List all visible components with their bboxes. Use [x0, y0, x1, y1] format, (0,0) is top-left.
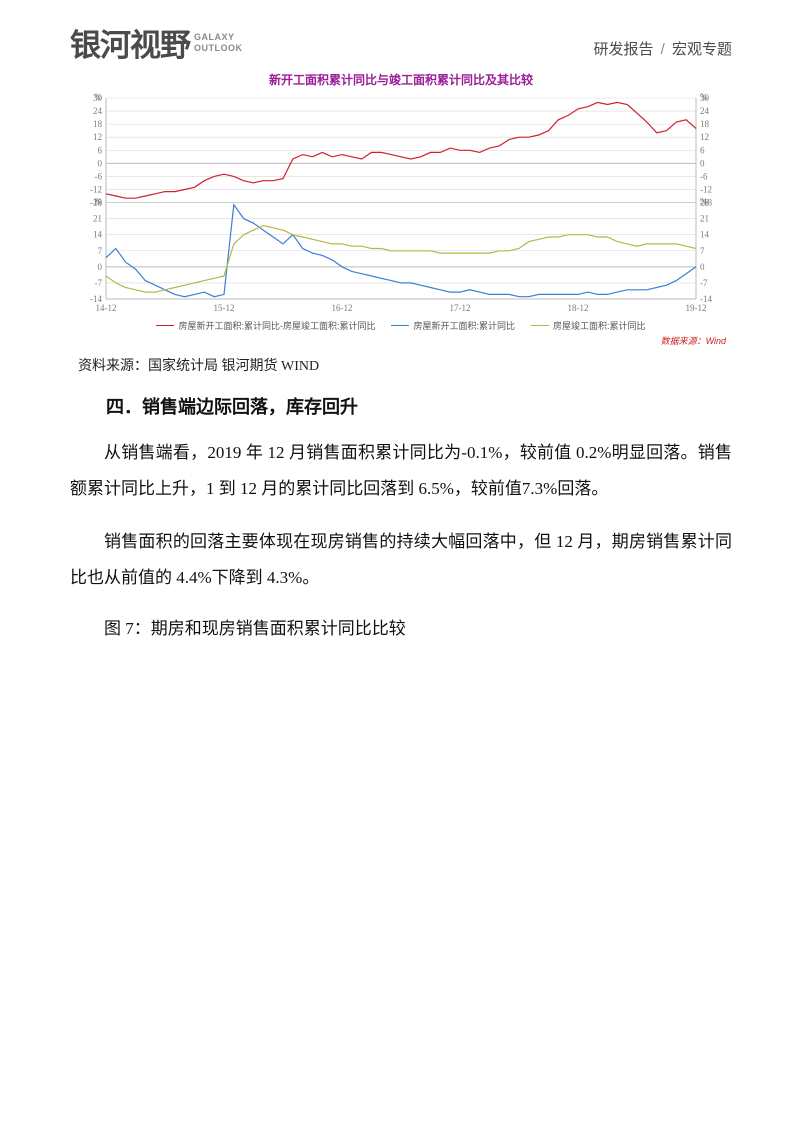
svg-text:24: 24: [700, 106, 710, 116]
svg-text:-7: -7: [700, 278, 708, 288]
logo-en-top: GALAXY: [194, 32, 243, 43]
chart-data-source: 数据来源：Wind: [70, 334, 732, 347]
logo-en-block: GALAXY OUTLOOK: [194, 30, 243, 54]
svg-text:-6: -6: [95, 171, 103, 181]
chart-legend: 房屋新开工面积:累计同比-房屋竣工面积:累计同比 房屋新开工面积:累计同比 房屋竣工…: [70, 319, 732, 332]
svg-text:%: %: [95, 92, 103, 102]
svg-text:%: %: [700, 92, 708, 102]
svg-text:%: %: [700, 197, 708, 207]
svg-text:0: 0: [98, 262, 103, 272]
legend-item: 房屋竣工面积:累计同比: [531, 319, 646, 332]
svg-text:21: 21: [93, 214, 102, 224]
legend-swatch: [531, 325, 549, 326]
svg-text:0: 0: [98, 158, 103, 168]
svg-text:0: 0: [700, 262, 705, 272]
svg-text:-7: -7: [95, 278, 103, 288]
svg-text:17-12: 17-12: [450, 303, 471, 313]
section-heading-4: 四．销售端边际回落，库存回升: [70, 393, 732, 419]
svg-text:14: 14: [93, 230, 103, 240]
svg-text:12: 12: [700, 132, 709, 142]
page-header: 银河视野 GALAXY OUTLOOK 研发报告 / 宏观专题: [70, 30, 732, 61]
svg-text:%: %: [95, 197, 103, 207]
svg-text:18: 18: [93, 119, 103, 129]
header-right-a: 研发报告: [593, 41, 653, 58]
svg-text:18-12: 18-12: [568, 303, 589, 313]
svg-text:6: 6: [700, 145, 705, 155]
legend-swatch: [156, 325, 174, 326]
svg-text:18: 18: [700, 119, 710, 129]
svg-text:19-12: 19-12: [686, 303, 707, 313]
header-right: 研发报告 / 宏观专题: [593, 30, 732, 59]
svg-text:7: 7: [98, 246, 103, 256]
legend-label: 房屋竣工面积:累计同比: [553, 319, 646, 332]
svg-text:24: 24: [93, 106, 103, 116]
chart-container: 新开工面积累计同比与竣工面积累计同比及其比较 -18-18-12-12-6-60…: [70, 71, 732, 347]
svg-text:14: 14: [700, 230, 710, 240]
body-paragraph-1: 从销售端看，2019 年 12 月销售面积累计同比为-0.1%，较前值 0.2%…: [70, 435, 732, 506]
line-chart: -18-18-12-12-6-600661212181824243030%%-1…: [70, 92, 732, 317]
svg-text:0: 0: [700, 158, 705, 168]
logo: 银河视野 GALAXY OUTLOOK: [70, 30, 243, 61]
legend-item: 房屋新开工面积:累计同比-房屋竣工面积:累计同比: [156, 319, 375, 332]
legend-item: 房屋新开工面积:累计同比: [391, 319, 515, 332]
svg-text:6: 6: [98, 145, 103, 155]
legend-swatch: [391, 325, 409, 326]
figure-source-caption: 资料来源：国家统计局 银河期货 WIND: [70, 355, 732, 375]
svg-text:12: 12: [93, 132, 102, 142]
legend-label: 房屋新开工面积:累计同比-房屋竣工面积:累计同比: [178, 319, 375, 332]
svg-text:-12: -12: [90, 184, 102, 194]
document-page: 银河视野 GALAXY OUTLOOK 研发报告 / 宏观专题 新开工面积累计同…: [0, 0, 802, 1133]
svg-text:-6: -6: [700, 171, 708, 181]
header-right-b: 宏观专题: [672, 41, 732, 58]
svg-text:15-12: 15-12: [214, 303, 235, 313]
figure-7-caption: 图 7：期房和现房销售面积累计同比比较: [70, 614, 732, 639]
chart-title: 新开工面积累计同比与竣工面积累计同比及其比较: [70, 71, 732, 88]
logo-cn-text: 银河视野: [70, 30, 190, 61]
header-right-sep: /: [658, 41, 668, 58]
legend-label: 房屋新开工面积:累计同比: [413, 319, 515, 332]
svg-text:7: 7: [700, 246, 705, 256]
svg-text:-12: -12: [700, 184, 712, 194]
body-paragraph-2: 销售面积的回落主要体现在现房销售的持续大幅回落中，但 12 月，期房销售累计同比…: [70, 524, 732, 595]
svg-text:21: 21: [700, 214, 709, 224]
svg-text:14-12: 14-12: [96, 303, 117, 313]
svg-text:16-12: 16-12: [332, 303, 353, 313]
logo-en-bot: OUTLOOK: [194, 43, 243, 54]
